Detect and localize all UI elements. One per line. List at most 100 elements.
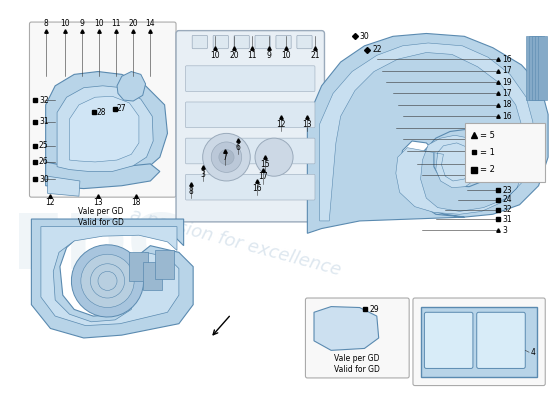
Text: 8: 8 bbox=[43, 19, 48, 28]
Text: 7: 7 bbox=[222, 153, 227, 162]
FancyBboxPatch shape bbox=[185, 102, 315, 128]
Text: 26: 26 bbox=[39, 158, 48, 166]
Text: 3: 3 bbox=[502, 226, 507, 235]
Text: 20: 20 bbox=[128, 19, 138, 28]
Circle shape bbox=[211, 142, 241, 172]
Text: 32: 32 bbox=[39, 96, 48, 104]
Text: 17: 17 bbox=[502, 66, 512, 75]
Text: 21: 21 bbox=[310, 51, 320, 60]
Text: Vale per GD
Valid for GD: Vale per GD Valid for GD bbox=[334, 354, 379, 374]
Text: 32: 32 bbox=[502, 205, 512, 214]
Text: 27: 27 bbox=[117, 104, 126, 113]
Polygon shape bbox=[47, 176, 80, 196]
Text: 13: 13 bbox=[93, 198, 103, 207]
Text: 10: 10 bbox=[60, 19, 69, 28]
Text: 9: 9 bbox=[267, 51, 272, 60]
Text: = 2: = 2 bbox=[480, 165, 494, 174]
Text: 12: 12 bbox=[46, 198, 55, 207]
Text: 4: 4 bbox=[531, 348, 536, 357]
Polygon shape bbox=[155, 250, 174, 279]
Polygon shape bbox=[41, 227, 179, 326]
FancyBboxPatch shape bbox=[213, 35, 228, 49]
Text: 16: 16 bbox=[502, 55, 512, 64]
Text: Vale per GD
Valid for GD: Vale per GD Valid for GD bbox=[78, 207, 124, 227]
Text: EDC: EDC bbox=[12, 210, 184, 284]
Text: 13: 13 bbox=[302, 120, 312, 129]
Text: 8: 8 bbox=[189, 187, 194, 196]
Polygon shape bbox=[72, 245, 144, 317]
Text: 10: 10 bbox=[94, 19, 104, 28]
FancyBboxPatch shape bbox=[185, 138, 315, 164]
Circle shape bbox=[98, 271, 117, 290]
FancyBboxPatch shape bbox=[425, 312, 473, 368]
Text: 16: 16 bbox=[502, 112, 512, 121]
Text: 24: 24 bbox=[502, 196, 512, 204]
Text: 20: 20 bbox=[229, 51, 239, 60]
FancyBboxPatch shape bbox=[192, 35, 207, 49]
FancyBboxPatch shape bbox=[176, 31, 324, 222]
Text: 18: 18 bbox=[502, 100, 512, 109]
Text: 15: 15 bbox=[260, 160, 270, 169]
FancyBboxPatch shape bbox=[255, 35, 270, 49]
Polygon shape bbox=[69, 96, 139, 162]
Text: 11: 11 bbox=[111, 19, 121, 28]
Text: 31: 31 bbox=[502, 214, 512, 224]
Text: 10: 10 bbox=[210, 51, 220, 60]
Text: 11: 11 bbox=[248, 51, 257, 60]
FancyBboxPatch shape bbox=[305, 298, 409, 378]
Text: 25: 25 bbox=[39, 141, 48, 150]
Polygon shape bbox=[142, 262, 162, 290]
Polygon shape bbox=[46, 162, 160, 188]
Text: 9: 9 bbox=[79, 19, 84, 28]
Polygon shape bbox=[46, 72, 167, 183]
Text: 16: 16 bbox=[502, 146, 512, 155]
Polygon shape bbox=[57, 86, 153, 172]
Text: = 1: = 1 bbox=[480, 148, 494, 157]
Polygon shape bbox=[31, 219, 193, 338]
FancyBboxPatch shape bbox=[477, 312, 525, 368]
Text: 30: 30 bbox=[39, 174, 49, 184]
FancyBboxPatch shape bbox=[234, 35, 249, 49]
FancyBboxPatch shape bbox=[297, 35, 312, 49]
Text: 19: 19 bbox=[502, 78, 512, 86]
Text: 28: 28 bbox=[96, 108, 106, 117]
Text: = 5: = 5 bbox=[480, 131, 494, 140]
Text: 30: 30 bbox=[360, 32, 370, 41]
Circle shape bbox=[255, 138, 293, 176]
Polygon shape bbox=[421, 306, 537, 377]
Polygon shape bbox=[529, 36, 538, 100]
Text: 17: 17 bbox=[258, 172, 267, 182]
FancyBboxPatch shape bbox=[276, 35, 291, 49]
Text: 12: 12 bbox=[276, 120, 285, 129]
Circle shape bbox=[202, 133, 250, 181]
Circle shape bbox=[219, 150, 234, 165]
Circle shape bbox=[81, 254, 134, 308]
Polygon shape bbox=[538, 36, 547, 100]
FancyBboxPatch shape bbox=[185, 174, 315, 200]
Text: 18: 18 bbox=[131, 198, 141, 207]
Polygon shape bbox=[314, 306, 379, 350]
Text: a passion for excellence: a passion for excellence bbox=[129, 206, 343, 280]
Polygon shape bbox=[117, 72, 146, 101]
Circle shape bbox=[90, 264, 125, 298]
Text: 14: 14 bbox=[502, 123, 512, 132]
Polygon shape bbox=[129, 252, 149, 281]
Text: 3: 3 bbox=[200, 170, 205, 178]
FancyBboxPatch shape bbox=[413, 298, 545, 386]
Text: 14: 14 bbox=[146, 19, 155, 28]
Text: 23: 23 bbox=[502, 186, 512, 195]
Text: 17: 17 bbox=[502, 89, 512, 98]
Polygon shape bbox=[320, 43, 533, 221]
Polygon shape bbox=[526, 36, 536, 100]
Polygon shape bbox=[307, 34, 548, 233]
Text: 16: 16 bbox=[252, 184, 262, 193]
FancyBboxPatch shape bbox=[465, 123, 545, 182]
Text: 29: 29 bbox=[369, 305, 379, 314]
Text: 6: 6 bbox=[502, 159, 507, 168]
Text: 6: 6 bbox=[235, 143, 240, 152]
Text: 7: 7 bbox=[502, 171, 507, 180]
Polygon shape bbox=[535, 36, 544, 100]
Text: 10: 10 bbox=[282, 51, 291, 60]
FancyBboxPatch shape bbox=[185, 66, 315, 92]
FancyBboxPatch shape bbox=[30, 22, 176, 197]
